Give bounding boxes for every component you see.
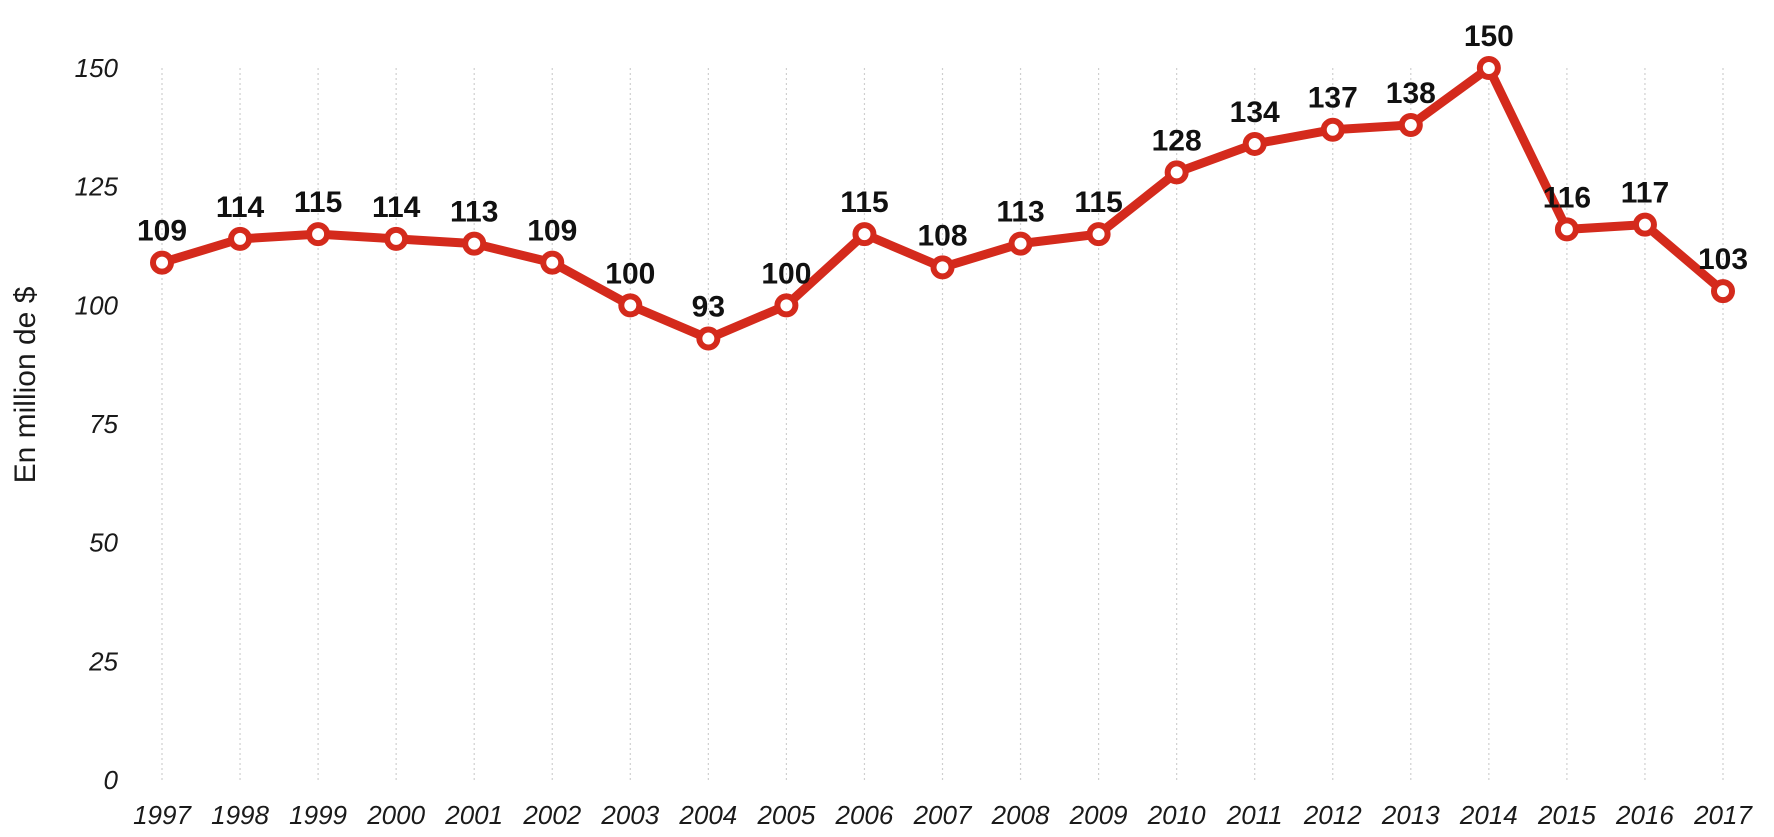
data-label-2010: 128 bbox=[1152, 124, 1202, 157]
y-tick-label: 0 bbox=[104, 765, 119, 795]
x-tick-label: 2010 bbox=[1147, 800, 1206, 830]
y-tick-label: 100 bbox=[75, 290, 119, 320]
x-tick-label: 2013 bbox=[1381, 800, 1440, 830]
data-points bbox=[150, 56, 1735, 351]
x-tick-label: 2008 bbox=[991, 800, 1050, 830]
y-tick-label: 25 bbox=[88, 646, 118, 676]
data-label-2006: 115 bbox=[840, 186, 888, 219]
data-label-2016: 117 bbox=[1621, 177, 1669, 210]
data-label-2011: 134 bbox=[1230, 96, 1280, 129]
data-point-1998 bbox=[228, 226, 253, 251]
x-tick-label: 1997 bbox=[133, 800, 192, 830]
x-tick-label: 2014 bbox=[1459, 800, 1518, 830]
data-point-2007 bbox=[930, 255, 955, 280]
gridlines bbox=[161, 68, 1724, 780]
data-label-2014: 150 bbox=[1464, 20, 1514, 53]
y-tick-label: 50 bbox=[89, 528, 118, 558]
x-tick-label: 2001 bbox=[444, 800, 503, 830]
data-label-2002: 109 bbox=[527, 215, 577, 248]
x-tick-label: 2012 bbox=[1303, 800, 1362, 830]
data-point-2004 bbox=[696, 326, 721, 351]
data-point-2006 bbox=[852, 222, 877, 247]
data-label-2013: 138 bbox=[1386, 77, 1436, 110]
x-tick-label: 2003 bbox=[600, 800, 659, 830]
x-tick-label: 2016 bbox=[1615, 800, 1674, 830]
data-point-2013 bbox=[1398, 112, 1423, 137]
data-point-2014 bbox=[1476, 56, 1501, 80]
x-tick-label: 1999 bbox=[289, 800, 347, 830]
x-axis-ticks: 1997 1998 1999 2000 2001 2002 2003 2004 2005 2006… bbox=[133, 800, 1753, 830]
data-label-2008: 113 bbox=[996, 196, 1044, 229]
y-tick-label: 75 bbox=[89, 409, 118, 439]
x-tick-label: 2017 bbox=[1693, 800, 1753, 830]
y-axis-title: En million de $ bbox=[9, 286, 42, 483]
data-label-2000: 114 bbox=[372, 191, 421, 224]
data-point-1997 bbox=[150, 250, 174, 275]
x-tick-label: 2000 bbox=[366, 800, 425, 830]
data-point-1999 bbox=[306, 222, 331, 247]
data-point-2010 bbox=[1164, 160, 1189, 185]
data-point-2000 bbox=[384, 226, 409, 251]
data-point-2017 bbox=[1711, 279, 1735, 304]
data-point-2016 bbox=[1632, 212, 1657, 237]
data-label-2015: 116 bbox=[1543, 181, 1591, 214]
y-axis-ticks: 0 25 50 75 100 125 150 bbox=[75, 53, 119, 795]
x-tick-label: 2011 bbox=[1226, 800, 1283, 830]
x-tick-label: 2009 bbox=[1069, 800, 1128, 830]
x-tick-label: 2015 bbox=[1537, 800, 1596, 830]
data-label-2007: 108 bbox=[917, 219, 967, 252]
data-label-1998: 114 bbox=[216, 191, 265, 224]
data-point-2002 bbox=[540, 250, 565, 275]
data-label-2001: 113 bbox=[450, 196, 498, 229]
data-point-2003 bbox=[618, 293, 643, 318]
data-label-1997: 109 bbox=[137, 215, 187, 248]
x-tick-label: 1998 bbox=[211, 800, 269, 830]
data-label-2017: 103 bbox=[1698, 243, 1748, 276]
data-point-2001 bbox=[462, 231, 487, 256]
y-tick-label: 125 bbox=[75, 172, 119, 202]
data-label-2009: 115 bbox=[1074, 186, 1122, 219]
y-tick-label: 150 bbox=[75, 53, 119, 83]
data-label-2004: 93 bbox=[692, 291, 725, 324]
data-point-2015 bbox=[1554, 217, 1579, 242]
data-point-2012 bbox=[1320, 117, 1345, 142]
x-tick-label: 2002 bbox=[522, 800, 581, 830]
x-tick-label: 2005 bbox=[756, 800, 815, 830]
data-label-1999: 115 bbox=[294, 186, 342, 219]
data-label-2003: 100 bbox=[605, 257, 655, 290]
data-label-2012: 137 bbox=[1308, 82, 1358, 115]
data-point-2005 bbox=[774, 293, 799, 318]
x-tick-label: 2007 bbox=[913, 800, 973, 830]
data-point-2011 bbox=[1242, 131, 1267, 156]
x-tick-label: 2006 bbox=[835, 800, 894, 830]
data-labels: 109 114 115 114 113 109 100 93 100 115 108 113 115 12… bbox=[137, 20, 1748, 324]
data-label-2005: 100 bbox=[761, 257, 811, 290]
data-point-2008 bbox=[1008, 231, 1033, 256]
x-tick-label: 2004 bbox=[678, 800, 737, 830]
data-point-2009 bbox=[1086, 222, 1111, 247]
